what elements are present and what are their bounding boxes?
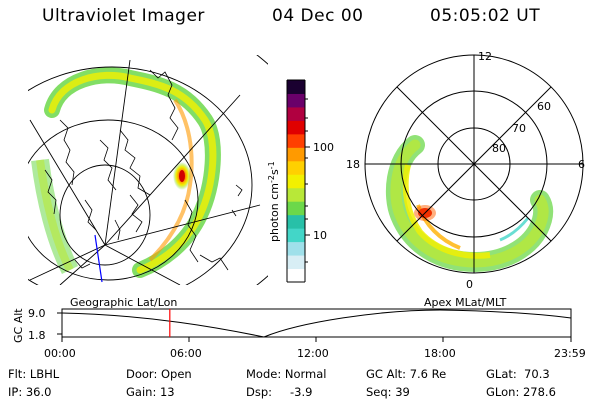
date-label: 04 Dec 00 — [272, 6, 364, 26]
polar-hour-0: 0 — [466, 278, 473, 291]
colorbar-band — [287, 255, 305, 270]
timeline-ytick-9: 9.0 — [28, 307, 46, 320]
timeline-panel: Geographic Lat/Lon Apex MLat/MLT GC Alt … — [12, 296, 586, 360]
timeline-ytick-1-8: 1.8 — [28, 329, 46, 342]
colorbar-band — [287, 120, 305, 135]
colorbar-band — [287, 106, 305, 121]
satellite-track — [94, 234, 103, 283]
info-ip: IP: 36.0 — [8, 385, 51, 399]
colorbar-band — [287, 201, 305, 216]
info-filter: Flt: LBHL — [8, 367, 60, 381]
auroral-oval-polar — [385, 135, 554, 273]
colorbar-band — [287, 268, 305, 283]
timeline-xtick-1800: 18:00 — [424, 347, 456, 360]
polar-mlat-mlt-plot: 12 18 6 0 60 70 80 — [346, 50, 585, 291]
timeline-left-title: Geographic Lat/Lon — [70, 296, 177, 309]
info-gain: Gain: 13 — [126, 385, 175, 399]
polar-lat-60: 60 — [537, 100, 551, 113]
colorbar-tick-100: 100 — [313, 141, 334, 154]
colorbar-band — [287, 80, 305, 94]
instrument-title: Ultraviolet Imager — [42, 6, 205, 26]
time-label: 05:05:02 UT — [430, 6, 541, 26]
polar-lat-70: 70 — [512, 122, 526, 135]
info-panel: Flt: LBHL IP: 36.0 Door: Open Gain: 13 M… — [8, 367, 556, 399]
colorbar-band — [287, 187, 305, 202]
info-gc-alt: GC Alt: 7.6 Re — [366, 367, 446, 381]
colorbar-band — [287, 133, 305, 148]
timeline-xtick-2359: 23:59 — [554, 347, 586, 360]
info-glat: GLat: 70.3 — [486, 367, 550, 381]
colorbar-band — [287, 214, 305, 229]
timeline-xticks — [61, 337, 572, 342]
timeline-axis-label: GC Alt — [12, 308, 25, 343]
polar-hour-12: 12 — [478, 50, 492, 63]
colorbar — [287, 80, 305, 283]
polar-hour-18: 18 — [346, 158, 360, 171]
polar-lat-80: 80 — [492, 142, 506, 155]
colorbar-tick-10: 10 — [313, 229, 327, 242]
timeline-xtick-0600: 06:00 — [170, 347, 202, 360]
timeline-xtick-0000: 00:00 — [44, 347, 76, 360]
colorbar-band — [287, 174, 305, 189]
info-glon: GLon: 278.6 — [486, 385, 556, 399]
geographic-map — [28, 55, 268, 285]
info-mode: Mode: Normal — [246, 367, 326, 381]
colorbar-band — [287, 160, 305, 175]
auroral-oval-geographic — [31, 67, 221, 278]
colorbar-band — [287, 93, 305, 108]
timeline-xtick-1200: 12:00 — [297, 347, 329, 360]
timeline-frame — [61, 308, 572, 338]
gc-alt-curve — [61, 309, 572, 338]
info-door: Door: Open — [126, 367, 192, 381]
coastlines — [44, 69, 243, 271]
colorbar-label: photon cm-2s-1 — [267, 161, 281, 242]
geo-grid — [28, 55, 268, 285]
info-dsp-label: Dsp: — [246, 385, 272, 399]
colorbar-ticks — [305, 98, 310, 263]
timeline-right-title: Apex MLat/MLT — [424, 296, 507, 309]
colorbar-band — [287, 147, 305, 162]
polar-hour-6: 6 — [578, 158, 585, 171]
info-seq: Seq: 39 — [366, 385, 410, 399]
info-dsp-value: -3.9 — [290, 385, 312, 399]
colorbar-band — [287, 241, 305, 256]
colorbar-band — [287, 228, 305, 243]
